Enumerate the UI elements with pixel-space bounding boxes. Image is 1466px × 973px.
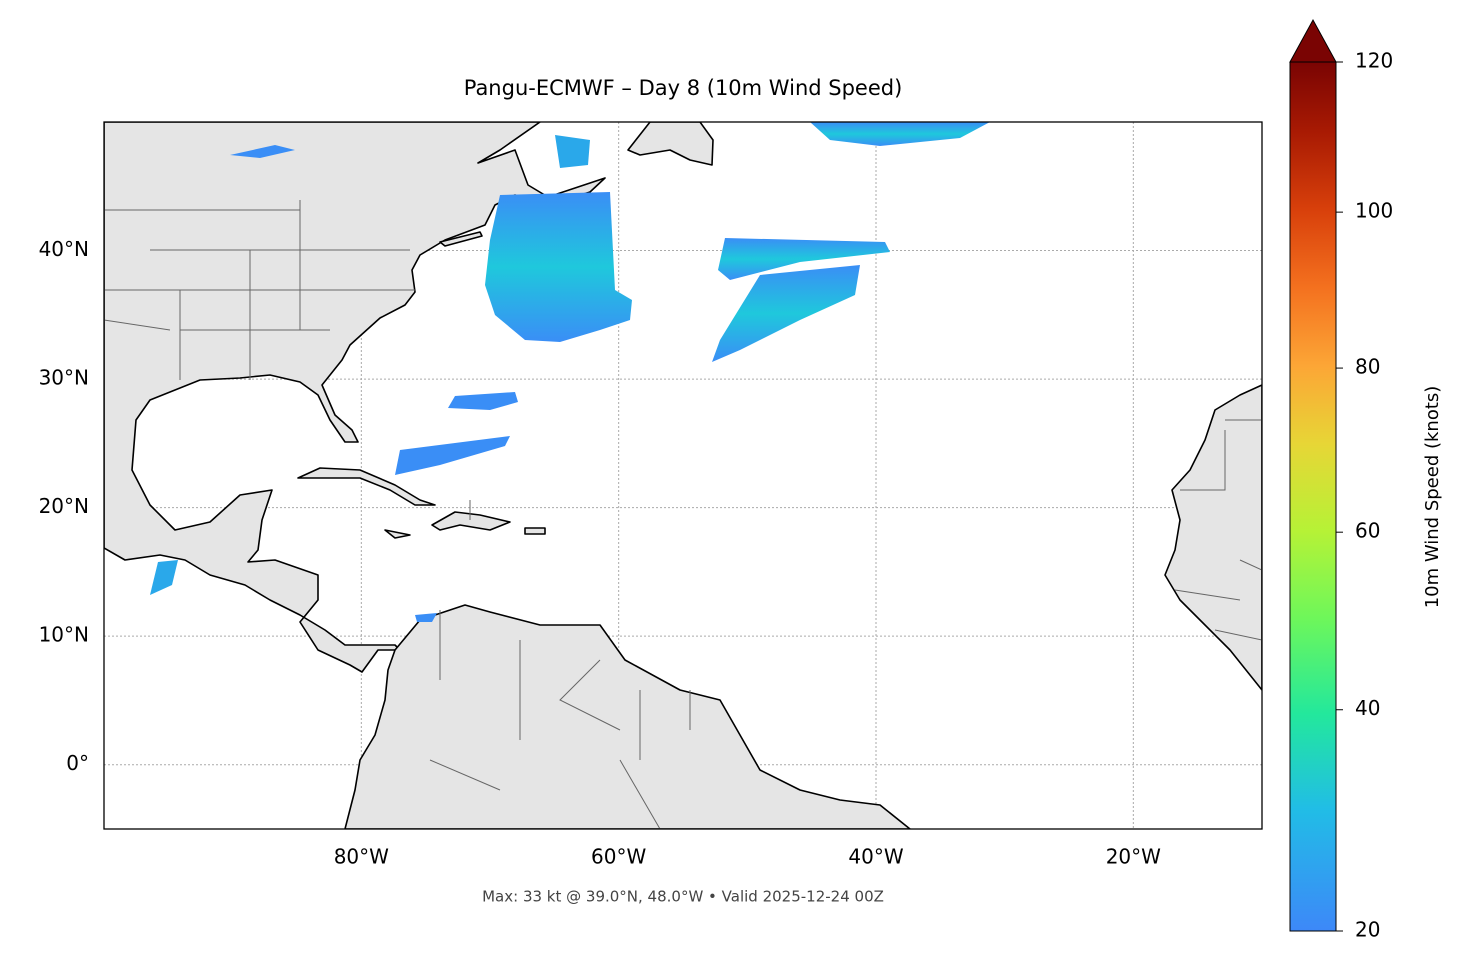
long-island: [439, 231, 483, 247]
map-title: Pangu-ECMWF – Day 8 (10m Wind Speed): [464, 76, 903, 100]
y-tick-label: 20°N: [39, 494, 89, 518]
wind-area: [448, 392, 518, 410]
wind-area: [395, 436, 510, 475]
colorbar: 10m Wind Speed (knots) 20 40 60 80 100 120: [1289, 18, 1443, 942]
colorbar-extend: [1289, 18, 1337, 63]
wind-area: [485, 192, 632, 342]
colorbar-body: [1289, 61, 1337, 932]
wind-field: [150, 122, 990, 622]
x-tick-label: 20°W: [1106, 845, 1161, 869]
wind-area: [810, 122, 990, 146]
map-footer: Max: 33 kt @ 39.0°N, 48.0°W • Valid 2025…: [482, 888, 884, 906]
colorbar-tick-label: 60: [1355, 519, 1380, 543]
puerto-rico: [524, 527, 546, 535]
hispaniola: [431, 511, 511, 531]
colorbar-tick-label: 40: [1355, 696, 1380, 720]
borders: [104, 200, 1262, 829]
map-area: [104, 122, 1262, 829]
cuba: [297, 467, 436, 506]
colorbar-tick-label: 20: [1355, 918, 1380, 942]
africa: [1164, 384, 1262, 691]
colorbar-tick-label: 100: [1355, 199, 1393, 223]
colorbar-label: 10m Wind Speed (knots): [1422, 386, 1443, 609]
x-tick-label: 60°W: [591, 845, 646, 869]
y-tick-label: 10°N: [39, 623, 89, 647]
jamaica: [384, 529, 411, 539]
map-frame: [103, 121, 1263, 830]
x-tick-label: 80°W: [334, 845, 389, 869]
colorbar-tick-label: 80: [1355, 355, 1380, 379]
newfoundland: [627, 122, 714, 166]
y-tick-label: 30°N: [39, 366, 89, 390]
wind-area: [555, 135, 590, 168]
y-tick-label: 0°: [66, 751, 89, 775]
wind-area: [150, 560, 178, 595]
wind-area: [712, 265, 860, 362]
colorbar-tick-label: 120: [1355, 49, 1393, 73]
south-america: [344, 604, 911, 829]
wind-area: [718, 238, 890, 280]
y-tick-label: 40°N: [39, 237, 89, 261]
x-tick-label: 40°W: [848, 845, 903, 869]
